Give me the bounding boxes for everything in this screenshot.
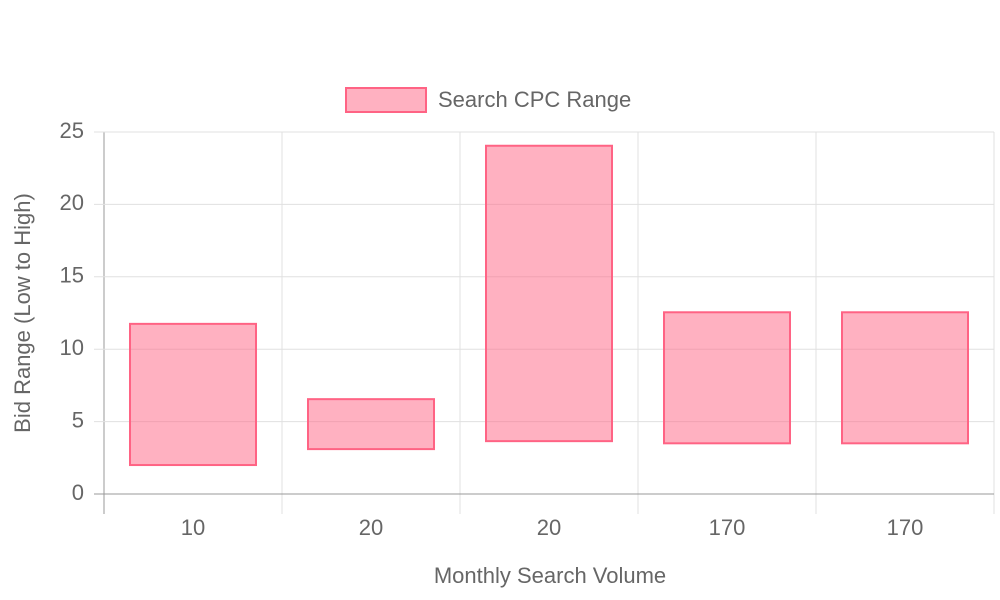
- y-tick-label: 0: [72, 480, 84, 505]
- y-tick-label: 25: [60, 118, 84, 143]
- y-tick-label: 5: [72, 407, 84, 432]
- bar: [841, 311, 969, 445]
- legend-swatch: [345, 87, 427, 113]
- x-tick-label: 20: [359, 515, 383, 540]
- legend-label: Search CPC Range: [438, 87, 631, 112]
- x-tick-label: 170: [887, 515, 924, 540]
- x-tick-label: 10: [181, 515, 205, 540]
- bar: [485, 144, 613, 443]
- y-axis-title: Bid Range (Low to High): [10, 193, 35, 433]
- x-axis-title: Monthly Search Volume: [434, 563, 666, 588]
- y-tick-label: 10: [60, 335, 84, 360]
- y-tick-label: 20: [60, 190, 84, 215]
- y-tick-label: 15: [60, 263, 84, 288]
- bar: [307, 398, 435, 451]
- x-tick-label: 20: [537, 515, 561, 540]
- bar: [129, 322, 257, 467]
- bar: [663, 311, 791, 445]
- x-tick-label: 170: [709, 515, 746, 540]
